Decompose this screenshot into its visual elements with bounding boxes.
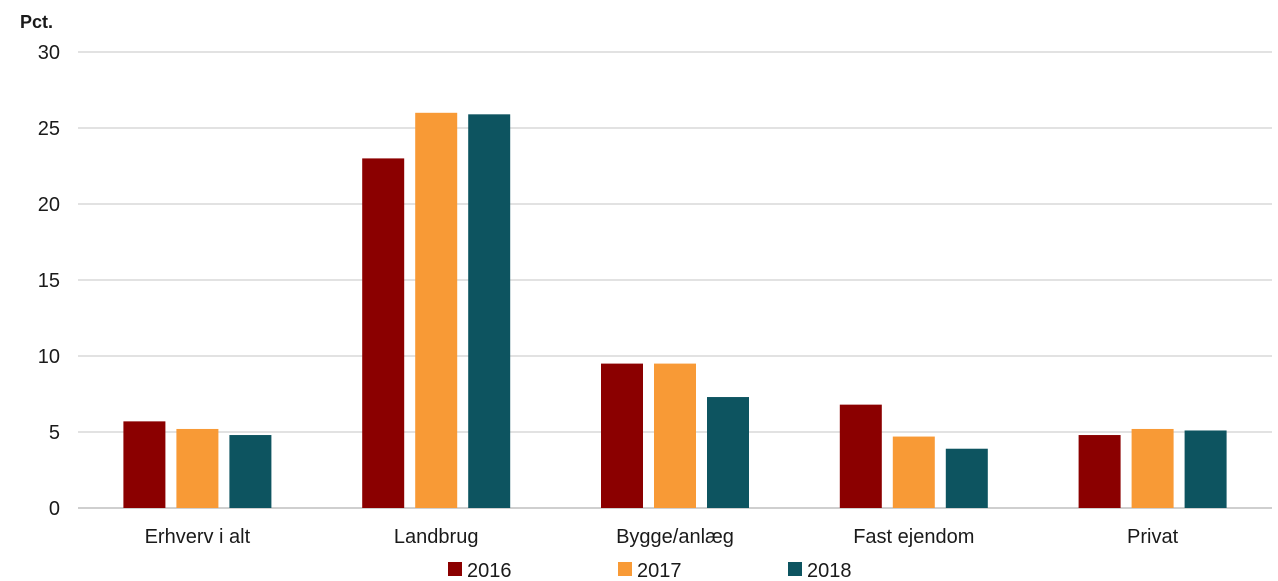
y-axis-ticks: 0 5 10 15 20 25 30: [38, 42, 60, 520]
y-unit-label: Pct.: [20, 12, 53, 32]
bar-2018-2: [707, 397, 749, 508]
bar-2016-3: [839, 404, 882, 508]
y-tick-label: 20: [38, 194, 60, 216]
y-tick-label: 5: [49, 422, 60, 444]
bar-2016-4: [1078, 435, 1121, 508]
bar-2018-0: [229, 435, 272, 508]
x-tick-label: Privat: [1127, 526, 1179, 548]
y-tick-label: 25: [38, 118, 60, 140]
bar-2018-3: [945, 448, 988, 508]
bar-2017-4: [1131, 428, 1174, 508]
bar-2016-2: [601, 363, 643, 508]
bar-2018-4: [1184, 430, 1227, 508]
legend-swatch-2016: [448, 562, 462, 576]
y-tick-label: 0: [49, 498, 60, 520]
legend: 2016 2017 2018: [448, 560, 852, 581]
legend-swatch-2018: [788, 562, 802, 576]
bars: [123, 112, 1227, 509]
gridlines: [78, 51, 1272, 509]
y-tick-label: 15: [38, 270, 60, 292]
bar-2017-3: [892, 436, 935, 508]
y-tick-label: 30: [38, 42, 60, 64]
bar-2017-2: [654, 363, 696, 508]
bar-2018-1: [468, 114, 511, 508]
legend-label: 2018: [807, 560, 852, 581]
y-tick-label: 10: [38, 346, 60, 368]
bar-2017-1: [415, 112, 458, 509]
x-tick-label: Erhverv i alt: [145, 526, 251, 548]
legend-label: 2016: [467, 560, 512, 581]
bar-2016-1: [362, 158, 405, 508]
bar-2017-0: [176, 428, 219, 508]
x-tick-label: Bygge/anlæg: [616, 526, 734, 548]
legend-swatch-2017: [618, 562, 632, 576]
x-axis-ticks: Erhverv i alt Landbrug Bygge/anlæg Fast eje…: [145, 526, 1179, 548]
x-tick-label: Fast ejendom: [853, 526, 974, 548]
x-tick-label: Landbrug: [394, 526, 479, 548]
bar-2016-0: [123, 421, 166, 508]
legend-label: 2017: [637, 560, 682, 581]
